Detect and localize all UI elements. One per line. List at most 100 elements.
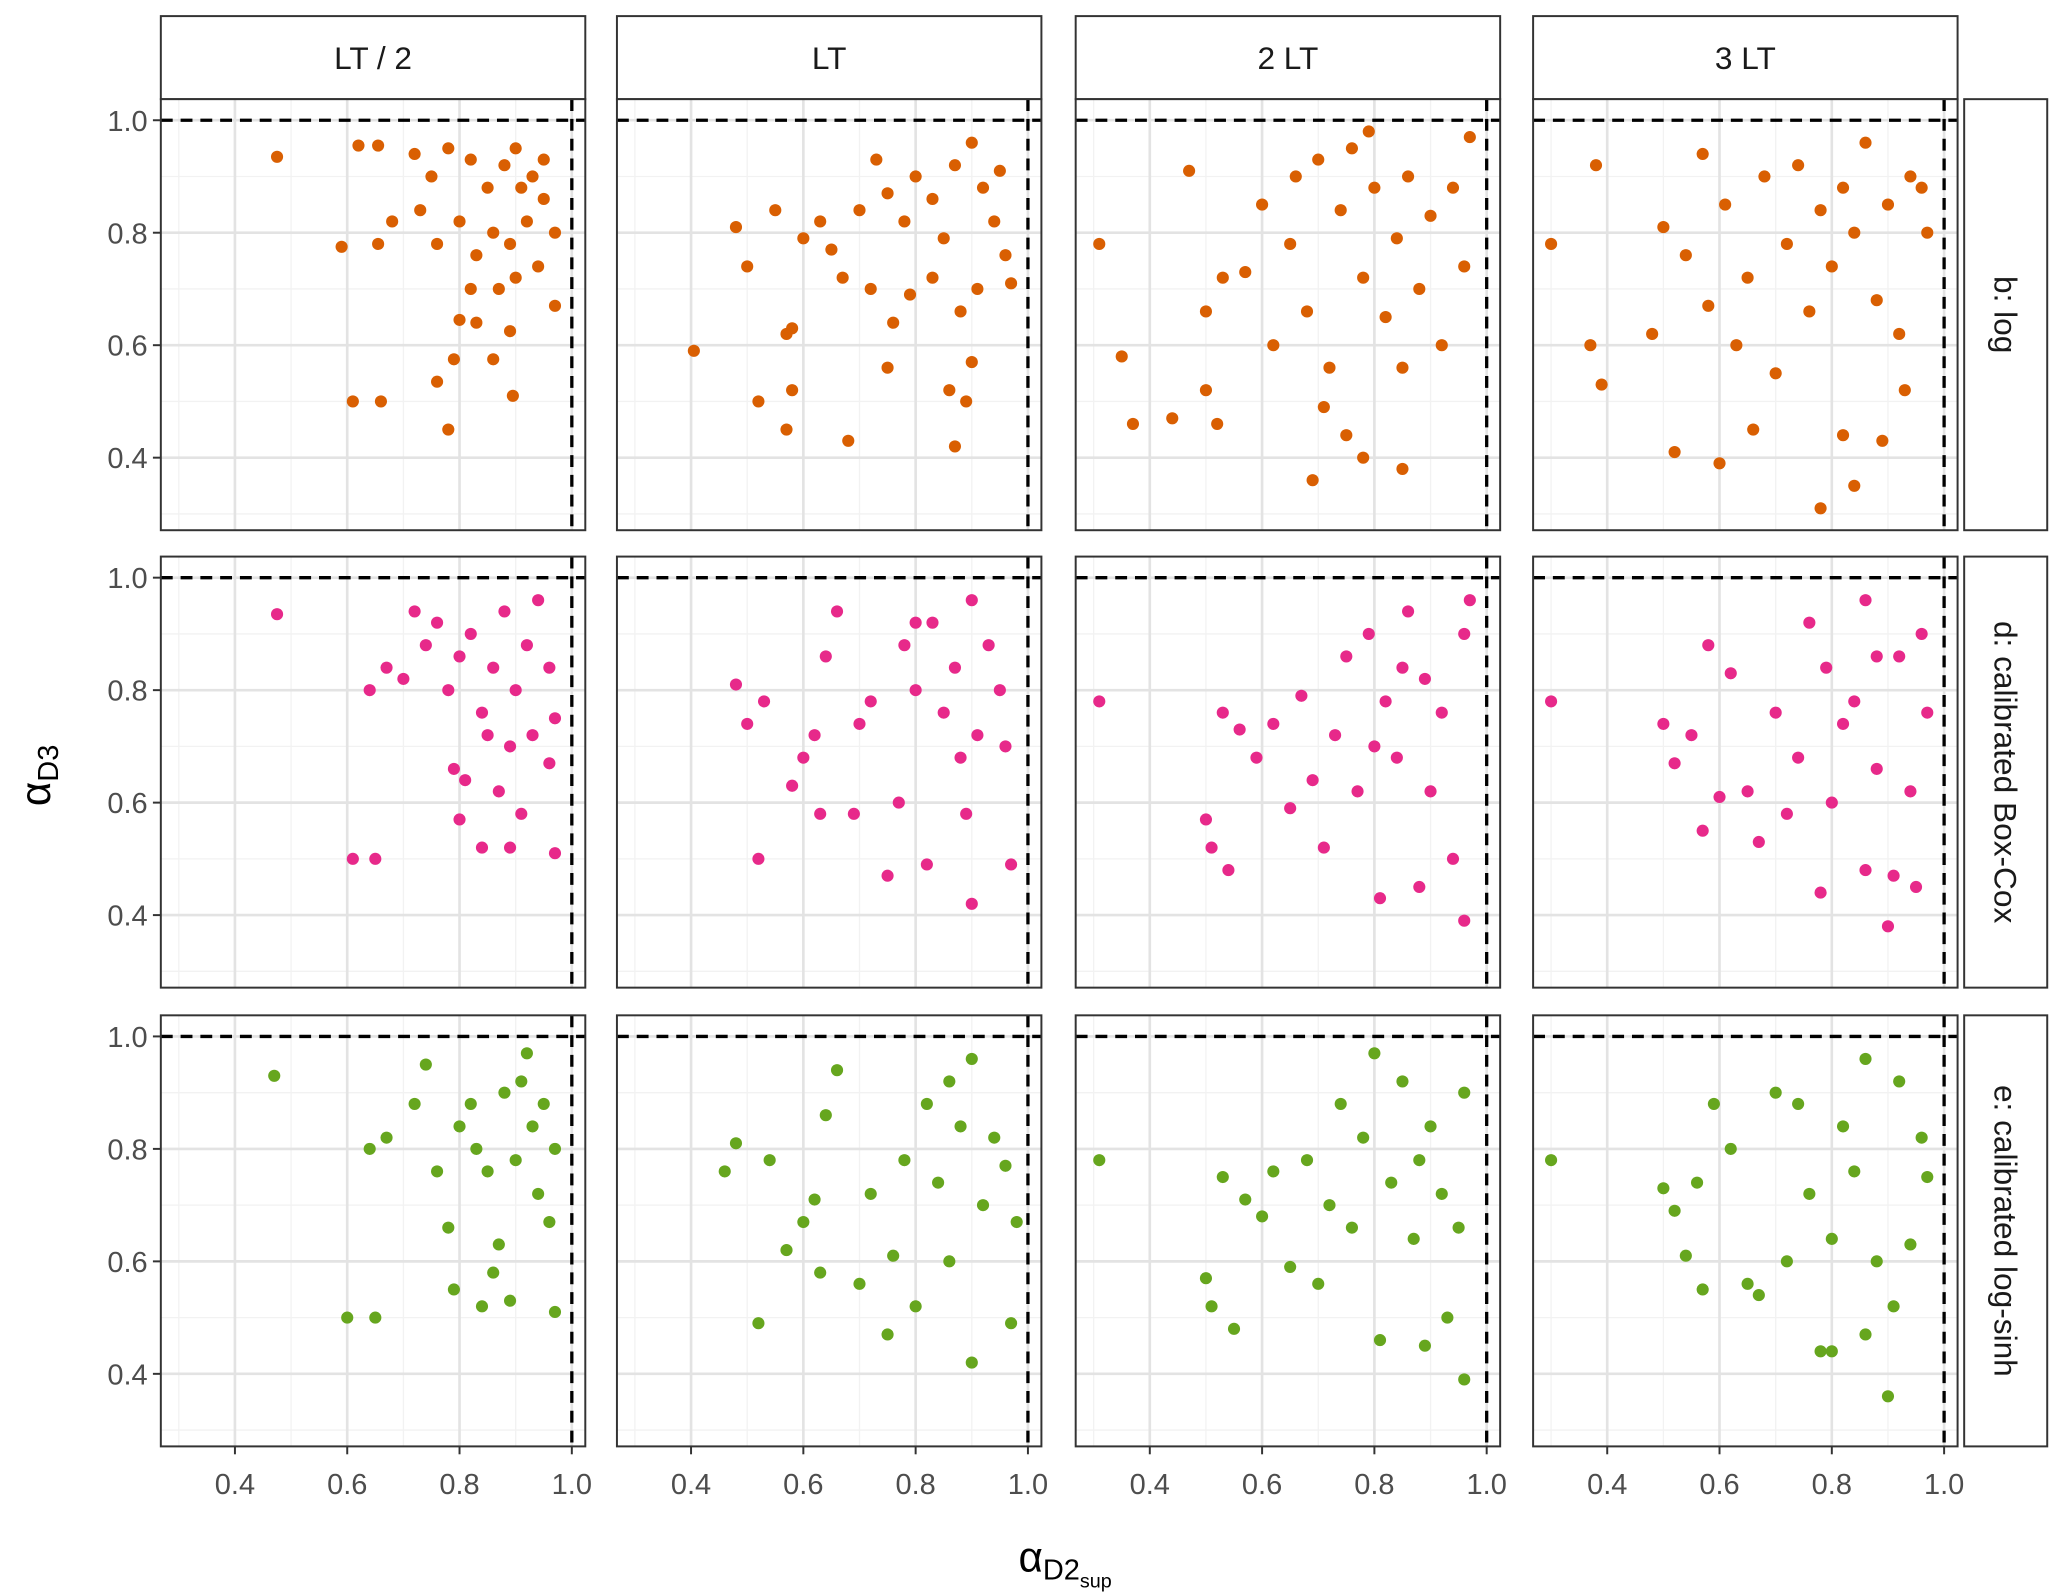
point <box>814 215 827 228</box>
point <box>1859 864 1872 877</box>
point <box>1317 841 1330 854</box>
point <box>1713 457 1726 470</box>
point <box>786 384 799 397</box>
point <box>1199 1272 1213 1285</box>
strip-label: d: calibrated Box-Cox <box>1987 621 2023 924</box>
x-tick-label: 0.4 <box>671 1469 711 1501</box>
point <box>1267 717 1280 730</box>
point <box>459 774 472 787</box>
point <box>830 1064 844 1077</box>
point <box>532 594 545 607</box>
point <box>819 1109 832 1122</box>
point <box>1463 131 1476 144</box>
point <box>1668 445 1681 459</box>
point <box>1233 723 1246 736</box>
point <box>503 325 517 338</box>
x-tick-label: 1.0 <box>1467 1469 1507 1501</box>
point <box>453 215 466 228</box>
point <box>1005 1317 1018 1330</box>
panel-background <box>160 99 586 531</box>
panel-border <box>1074 1014 1502 1448</box>
point <box>532 260 545 273</box>
point <box>1446 181 1460 194</box>
point <box>380 1131 393 1144</box>
strip <box>1074 15 1502 101</box>
point <box>1300 1154 1314 1167</box>
point <box>487 353 500 366</box>
point <box>1848 695 1861 708</box>
x-tick-label: 1.0 <box>1008 1469 1048 1501</box>
y-tick-label: 0.8 <box>107 676 147 708</box>
point <box>1848 1165 1861 1178</box>
point <box>509 271 522 284</box>
point <box>1668 757 1681 770</box>
point <box>1803 305 1816 318</box>
point <box>1424 209 1437 222</box>
point <box>1126 417 1140 430</box>
point <box>475 1300 489 1313</box>
point <box>1284 1260 1297 1274</box>
point <box>1222 864 1235 877</box>
point <box>475 841 489 854</box>
point <box>1545 695 1558 708</box>
point <box>548 1305 562 1319</box>
point <box>1458 914 1471 927</box>
point <box>408 1097 421 1110</box>
point <box>999 249 1012 262</box>
point <box>943 1075 956 1088</box>
point <box>548 712 562 725</box>
point <box>1368 740 1381 753</box>
point <box>814 807 827 820</box>
x-tick-label: 0.4 <box>1130 1469 1170 1501</box>
x-tick-label: 0.8 <box>439 1469 479 1501</box>
point <box>442 684 455 697</box>
point <box>498 159 511 172</box>
point <box>1329 729 1342 742</box>
point <box>926 192 939 206</box>
point <box>1724 667 1737 680</box>
point <box>1256 198 1269 211</box>
strip-label: 2 LT <box>1257 40 1318 76</box>
point <box>1870 650 1883 663</box>
point <box>1010 1215 1023 1229</box>
x-tick-label: 1.0 <box>552 1469 592 1501</box>
point <box>419 639 432 652</box>
point <box>492 1238 505 1251</box>
panel-border <box>159 555 587 989</box>
x-tick-label: 0.6 <box>783 1469 823 1501</box>
point <box>1741 785 1754 798</box>
panel-background <box>1075 1015 1501 1447</box>
point <box>763 1154 776 1167</box>
point <box>960 395 973 408</box>
point <box>503 740 517 753</box>
panel-border <box>1532 98 1959 532</box>
point <box>268 1069 281 1082</box>
y-tick-label: 1.0 <box>107 1022 147 1054</box>
point <box>372 237 385 251</box>
panel-background <box>160 556 586 988</box>
point <box>1357 451 1370 464</box>
y-tick-label: 0.6 <box>107 788 147 820</box>
y-tick-label: 0.8 <box>107 218 147 250</box>
point <box>1379 695 1392 708</box>
point <box>1741 271 1754 284</box>
point <box>892 796 905 809</box>
point <box>487 1266 500 1279</box>
point <box>909 1300 922 1313</box>
point <box>741 717 754 730</box>
point <box>982 639 995 652</box>
strip-label: LT / 2 <box>334 40 412 76</box>
point <box>1870 1255 1883 1268</box>
point <box>1792 751 1805 764</box>
point <box>270 608 284 621</box>
point <box>1584 339 1597 352</box>
point <box>976 181 990 194</box>
point <box>729 678 743 691</box>
point <box>1859 1328 1872 1341</box>
point <box>965 136 978 149</box>
point <box>1836 429 1850 442</box>
point <box>1825 1232 1838 1245</box>
point <box>830 605 844 618</box>
point <box>1093 1154 1106 1167</box>
point <box>503 841 517 854</box>
